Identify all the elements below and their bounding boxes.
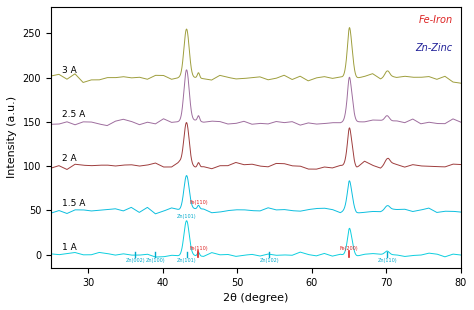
Text: Zn(110): Zn(110): [377, 258, 397, 263]
Y-axis label: Intensity (a.u.): Intensity (a.u.): [7, 96, 17, 179]
Text: Fe(110): Fe(110): [189, 200, 208, 205]
X-axis label: 2θ (degree): 2θ (degree): [223, 293, 289, 303]
Text: 1 A: 1 A: [62, 243, 77, 252]
Text: Fe-Iron: Fe-Iron: [419, 15, 453, 25]
Text: Zn(101): Zn(101): [177, 214, 196, 219]
Text: Zn(102): Zn(102): [259, 258, 279, 263]
Text: 3 A: 3 A: [62, 66, 77, 75]
Text: Zn-Zinc: Zn-Zinc: [416, 43, 453, 53]
Text: 1.5 A: 1.5 A: [62, 199, 85, 208]
Text: 2.5 A: 2.5 A: [62, 110, 85, 119]
Text: Zn(002): Zn(002): [125, 258, 145, 263]
Text: 2 A: 2 A: [62, 154, 77, 163]
Text: Fe(110): Fe(110): [189, 246, 208, 250]
Text: Fe(200): Fe(200): [340, 246, 358, 250]
Text: Zn(101): Zn(101): [177, 258, 196, 263]
Text: Zn(100): Zn(100): [146, 258, 165, 263]
